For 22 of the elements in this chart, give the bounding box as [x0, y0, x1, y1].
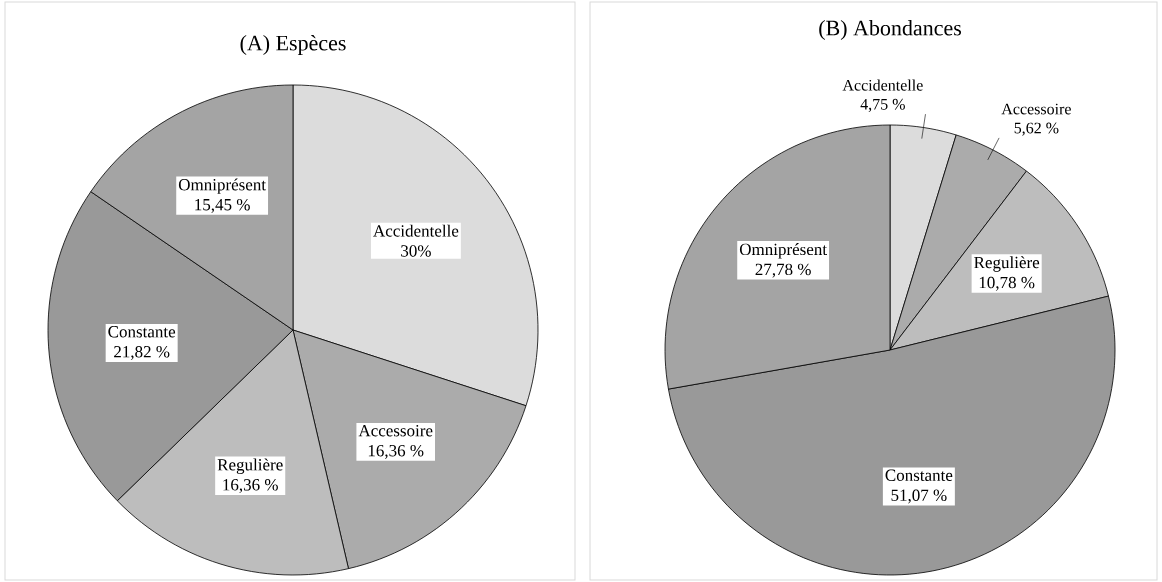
slice-label: Regulière — [217, 458, 283, 475]
chart-title: (B) Abondances — [819, 20, 962, 40]
slice-label: Accidentelle — [373, 224, 459, 237]
slice-label: Accessoire — [1001, 103, 1071, 115]
data-label: 21,82 % — [114, 346, 170, 360]
slice-label: Regulière — [974, 256, 1040, 272]
slice-label: Accessoire — [358, 424, 433, 437]
data-label: 16,36 % — [223, 479, 278, 493]
slice-label: Omniprésent — [739, 243, 827, 259]
data-label: 30% — [401, 245, 431, 257]
slice-label: Constante — [885, 469, 953, 481]
slice-label: Constante — [108, 326, 176, 338]
data-label: 16,36 % — [368, 444, 424, 459]
data-label: 5,62 % — [1014, 122, 1059, 136]
chart-title: (A) Espèces — [240, 35, 346, 55]
slice-label: Omniprésent — [178, 178, 266, 194]
data-label: 10,78 % — [979, 276, 1035, 291]
data-label: 51,07 % — [891, 489, 947, 504]
data-label: 27,78 % — [755, 263, 811, 278]
data-label: 15,45 % — [195, 198, 250, 213]
data-label: 4,75 % — [860, 98, 905, 112]
slice-label: Accidentelle — [842, 79, 923, 91]
